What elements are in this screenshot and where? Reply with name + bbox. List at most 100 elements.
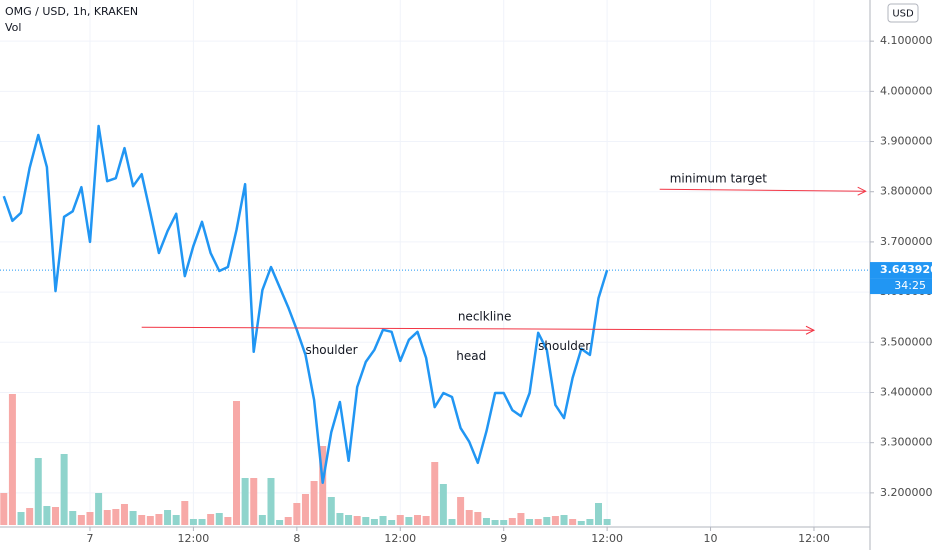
y-tick-label: 3.400000 [880,385,932,398]
volume-bar [60,454,68,525]
volume-bar [431,462,439,525]
volume-bar [336,513,344,525]
volume-bar [164,510,172,525]
grid [0,0,870,527]
volume-bar [69,511,77,525]
trendline-arrow [857,186,867,196]
volume-bar [52,507,60,525]
y-tick-label: 3.200000 [880,486,932,499]
volume-bar [577,521,585,525]
volume-bar [551,516,559,525]
annotation: shoulder [305,343,357,357]
volume-bar [26,508,34,525]
volume-bar [77,515,85,525]
y-tick-label: 3.800000 [880,185,932,198]
volume-bar [172,515,180,525]
volume-bar [508,518,516,525]
volume-bar [301,494,309,525]
volume-bar [534,519,542,525]
y-tick-label: 4.000000 [880,84,932,97]
trendline-label: neclkline [458,310,512,324]
price-line [2,124,609,485]
volume-bar [95,493,103,525]
volume-bar [0,493,8,525]
volume-bar [120,504,128,525]
trendline [141,326,814,331]
volume-bar [8,394,16,525]
volume-bar [569,519,577,525]
trendline-arrow [805,325,816,335]
x-tick-label: 12:00 [178,532,210,545]
volume-bar [319,446,327,525]
volume-bar [86,512,94,525]
volume-bar [138,515,146,525]
trendline-label: minimum target [670,172,768,186]
volume-bar [396,515,404,525]
y-tick-label: 3.700000 [880,235,932,248]
volume-bar [405,517,413,525]
volume-bar [491,520,499,525]
y-tick-label: 3.500000 [880,335,932,348]
volume-bar [379,516,387,525]
volume [0,394,611,525]
volume-bar [560,515,568,525]
volume-bar [474,512,482,525]
volume-bar [146,516,154,525]
volume-bar [103,510,111,525]
volume-bar [422,516,430,525]
volume-bar [543,517,551,525]
x-tick-label: 12:00 [798,532,830,545]
volume-bar [198,519,206,525]
volume-bar [586,519,594,525]
volume-bar [241,478,249,525]
x-tick-label: 7 [86,532,93,545]
x-tick-label: 10 [704,532,718,545]
volume-bar [465,510,473,525]
last-price-label: 3.643920 [880,263,932,276]
last-price-box [870,262,932,279]
volume-bar [34,458,42,525]
volume-bar [310,481,318,525]
volume-bar [388,520,396,525]
volume-bar [482,518,490,525]
volume-bar [327,497,335,525]
x-tick-label: 8 [293,532,300,545]
x-tick-label: 12:00 [384,532,416,545]
volume-bar [362,517,370,525]
x-tick-label: 12:00 [591,532,623,545]
trendline [659,188,866,192]
currency-label[interactable]: USD [892,9,914,20]
volume-bar [43,506,51,525]
volume-bar [603,519,611,525]
y-tick-label: 3.300000 [880,436,932,449]
volume-bar [250,478,258,525]
volume-bar [267,478,275,525]
volume-bar [414,515,422,525]
volume-bar [215,513,223,525]
volume-bar [189,519,197,525]
volume-bar [284,517,292,525]
volume-bar [181,501,189,525]
annotation: head [456,349,486,363]
y-tick-label: 3.900000 [880,135,932,148]
countdown-label: 34:25 [894,279,926,292]
x-tick-label: 9 [500,532,507,545]
currency-button[interactable] [887,3,919,23]
y-tick-label: 4.100000 [880,34,932,47]
volume-bar [112,509,120,525]
volume-bar [258,515,266,525]
volume-bar [595,503,603,525]
volume-bar [457,497,465,525]
volume-bar [276,520,284,525]
countdown-box [870,278,932,295]
volume-bar [155,514,163,525]
plot: neclkline minimum target shoulder head shoul… [0,124,870,485]
annotation: shoulder [538,339,590,353]
volume-label: Vol [5,21,21,34]
volume-bar [17,512,25,525]
volume-bar [224,517,232,525]
volume-bar [500,520,508,525]
volume-bar [345,515,353,525]
volume-bar [370,519,378,525]
